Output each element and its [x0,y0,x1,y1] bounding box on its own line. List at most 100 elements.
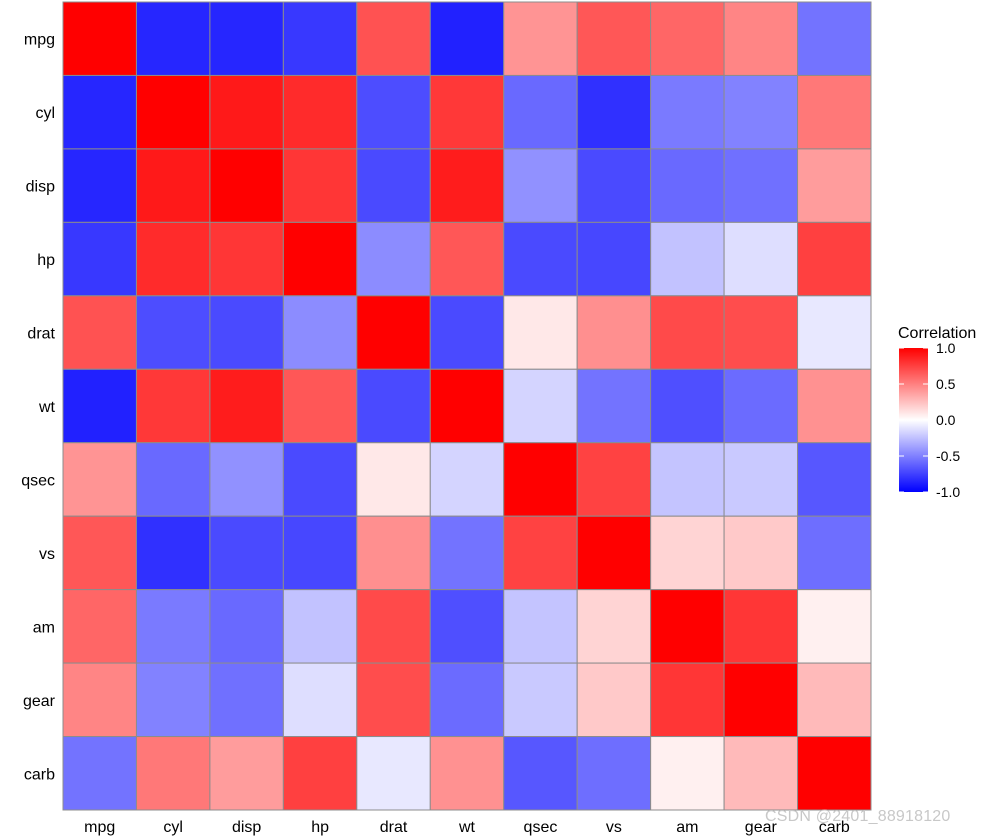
heatmap-cell-cyl-qsec [503,74,578,150]
heatmap-cell-cyl-vs [576,74,652,150]
heatmap-cell-qsec-drat [356,442,431,517]
heatmap-cell-drat-qsec [503,295,578,370]
heatmap-cell-cyl-gear [723,74,799,150]
heatmap-cell-wt-cyl [135,368,211,444]
y-tick-label-am: am [33,619,55,636]
heatmap-cell-wt-disp [209,368,284,444]
y-tick-label-drat: drat [27,326,55,343]
y-tick-label-hp: hp [37,252,55,269]
heatmap-cell-am-wt [429,589,505,664]
heatmap-cell-mpg-vs [576,1,652,76]
heatmap-cell-wt-drat [356,368,431,444]
heatmap-cell-mpg-carb [797,1,872,76]
heatmap-cell-disp-mpg [62,148,137,223]
heatmap-cell-cyl-wt [429,74,505,150]
heatmap-cell-am-am [650,589,725,664]
heatmap-cell-drat-mpg [62,295,137,370]
heatmap-cell-cyl-cyl [135,74,211,150]
heatmap-cell-hp-qsec [503,221,578,297]
heatmap-cell-hp-wt [429,221,505,297]
heatmap-cell-carb-drat [356,736,431,811]
y-tick-label-wt: wt [38,399,56,416]
heatmap-cell-drat-drat [356,295,431,370]
x-tick-label-gear: gear [745,819,778,836]
heatmap-cell-drat-cyl [135,295,211,370]
legend-tick-label: 1.0 [936,340,956,356]
x-tick-label-qsec: qsec [524,819,558,836]
y-tick-label-qsec: qsec [21,472,55,489]
legend: Correlation 1.0 0.5 0.0 -0.5 -1.0 [898,325,976,500]
heatmap-cell-wt-hp [282,368,358,444]
heatmap-cell-disp-hp [282,148,358,223]
heatmap-cell-mpg-hp [282,1,358,76]
legend-tick-label: 0.0 [936,412,956,428]
heatmap-cell-qsec-vs [576,442,652,517]
heatmap-cell-disp-carb [797,148,872,223]
heatmap-cell-drat-vs [576,295,652,370]
heatmap-cell-vs-am [650,515,725,591]
heatmap-cell-carb-mpg [62,736,137,811]
heatmap-cell-vs-carb [797,515,872,591]
y-tick-label-vs: vs [39,546,55,563]
heatmap-cell-vs-wt [429,515,505,591]
x-tick-label-am: am [676,819,698,836]
heatmap-cell-qsec-hp [282,442,358,517]
heatmap-cell-drat-disp [209,295,284,370]
heatmap-cells [62,1,872,811]
heatmap-cell-hp-hp [282,221,358,297]
heatmap-cell-disp-qsec [503,148,578,223]
heatmap-cell-carb-cyl [135,736,211,811]
heatmap-cell-vs-qsec [503,515,578,591]
legend-title: Correlation [898,325,976,342]
heatmap-cell-gear-vs [576,662,652,738]
x-tick-label-wt: wt [458,819,476,836]
heatmap-cell-carb-wt [429,736,505,811]
heatmap-cell-gear-disp [209,662,284,738]
x-tick-label-vs: vs [606,819,622,836]
x-tick-label-drat: drat [380,819,408,836]
heatmap-cell-qsec-am [650,442,725,517]
heatmap-cell-cyl-hp [282,74,358,150]
legend-tick-label: 0.5 [936,376,956,392]
heatmap-cell-hp-gear [723,221,799,297]
heatmap-cell-mpg-drat [356,1,431,76]
heatmap-cell-wt-am [650,368,725,444]
heatmap-cell-wt-wt [429,368,505,444]
heatmap-cell-carb-am [650,736,725,811]
heatmap-cell-vs-mpg [62,515,137,591]
x-tick-label-disp: disp [232,819,261,836]
heatmap-cell-hp-mpg [62,221,137,297]
heatmap-cell-qsec-carb [797,442,872,517]
heatmap-cell-gear-mpg [62,662,137,738]
heatmap-cell-disp-gear [723,148,799,223]
heatmap-cell-qsec-qsec [503,442,578,517]
panel-border [62,1,872,811]
heatmap-cell-gear-qsec [503,662,578,738]
x-tick-label-hp: hp [311,819,329,836]
legend-tick-label: -1.0 [936,484,960,500]
heatmap-cell-gear-hp [282,662,358,738]
heatmap-cell-carb-hp [282,736,358,811]
heatmap-cell-drat-hp [282,295,358,370]
heatmap-cell-am-hp [282,589,358,664]
heatmap-cell-vs-vs [576,515,652,591]
watermark: CSDN @2401_88918120 [765,808,951,825]
x-tick-label-mpg: mpg [84,819,115,836]
heatmap-cell-disp-am [650,148,725,223]
y-tick-label-mpg: mpg [24,32,55,49]
heatmap-cell-mpg-cyl [135,1,211,76]
heatmap-cell-vs-drat [356,515,431,591]
heatmap-cell-carb-disp [209,736,284,811]
heatmap-cell-vs-hp [282,515,358,591]
heatmap-cell-carb-gear [723,736,799,811]
heatmap-cell-am-disp [209,589,284,664]
heatmap-cell-disp-wt [429,148,505,223]
heatmap-cell-am-mpg [62,589,137,664]
y-tick-label-disp: disp [26,179,55,196]
x-axis-tick-labels: mpg cyl disp hp drat wt qsec vs am gear carb [84,819,850,836]
heatmap-cell-hp-am [650,221,725,297]
heatmap-cell-carb-carb [797,736,872,811]
heatmap-cell-wt-mpg [62,368,137,444]
heatmap-cell-gear-am [650,662,725,738]
